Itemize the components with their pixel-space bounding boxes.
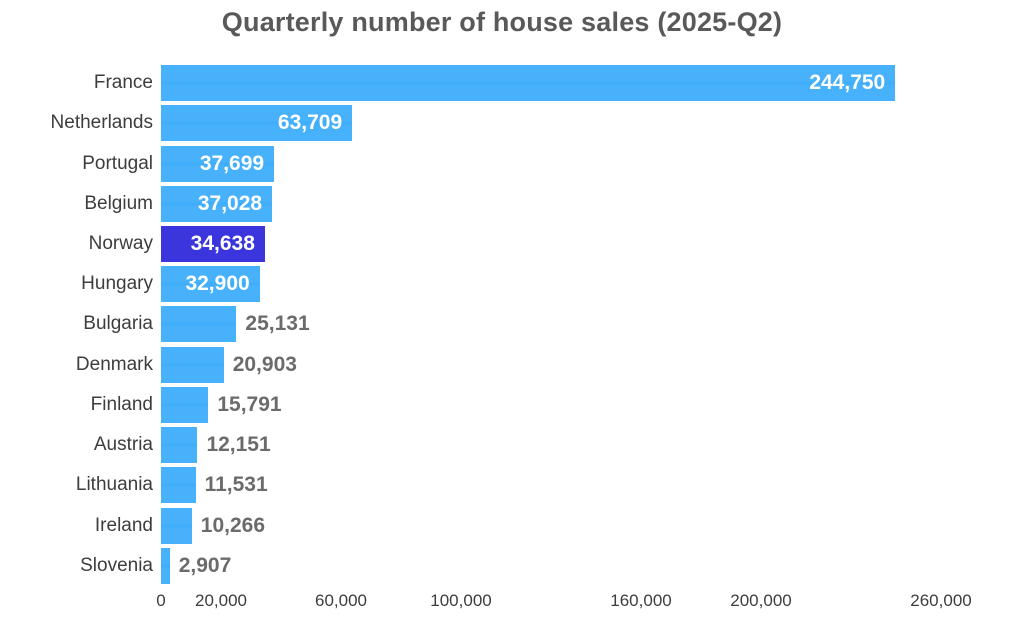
bar bbox=[161, 507, 192, 544]
category-label: Ireland bbox=[94, 514, 153, 536]
category-label: Lithuania bbox=[75, 474, 153, 496]
bar-row: Hungary 32,900 bbox=[0, 264, 1001, 304]
bar-row: Portugal 37,699 bbox=[0, 143, 1001, 183]
bar-track: 34,638 bbox=[161, 225, 1001, 262]
bar-track: 32,900 bbox=[161, 266, 1001, 303]
value-label: 12,151 bbox=[206, 433, 271, 457]
value-label: 25,131 bbox=[245, 312, 310, 336]
value-label: 63,709 bbox=[277, 111, 343, 135]
category-label: France bbox=[93, 72, 153, 94]
bar-row: Belgium 37,028 bbox=[0, 184, 1001, 224]
bar-row: Ireland 10,266 bbox=[0, 505, 1001, 545]
x-axis-tick-label: 60,000 bbox=[315, 591, 367, 610]
category-label: Norway bbox=[88, 232, 153, 254]
x-axis-tick-label: 20,000 bbox=[195, 591, 247, 610]
value-label: 15,791 bbox=[217, 392, 282, 416]
x-axis-tick-label: 200,000 bbox=[730, 591, 792, 610]
bar-highlight: 34,638 bbox=[161, 225, 265, 262]
bar-track: 20,903 bbox=[161, 346, 1001, 383]
bar bbox=[161, 386, 209, 423]
bar-track: 11,531 bbox=[161, 467, 1001, 504]
bar-track: 12,151 bbox=[161, 427, 1001, 464]
bar-row: Austria 12,151 bbox=[0, 425, 1001, 465]
bar-row: Bulgaria 25,131 bbox=[0, 304, 1001, 344]
x-axis-tick-label: 160,000 bbox=[610, 591, 672, 610]
bar-track: 37,699 bbox=[161, 145, 1001, 182]
bar-row: Lithuania 11,531 bbox=[0, 465, 1001, 505]
bar-track: 244,750 bbox=[161, 65, 1001, 102]
bar-row: Slovenia 2,907 bbox=[0, 546, 1001, 586]
bar bbox=[161, 346, 224, 383]
bar-track: 25,131 bbox=[161, 306, 1001, 343]
value-label: 20,903 bbox=[232, 352, 297, 376]
category-label: Bulgaria bbox=[83, 313, 153, 335]
category-label: Austria bbox=[93, 434, 153, 456]
x-axis-tick-label: 100,000 bbox=[430, 591, 492, 610]
bar: 32,900 bbox=[161, 266, 260, 303]
bar: 37,028 bbox=[161, 185, 273, 222]
bar-track: 15,791 bbox=[161, 386, 1001, 423]
x-axis-tick-label: 0 bbox=[156, 591, 166, 610]
bar: 37,699 bbox=[161, 145, 275, 182]
bar bbox=[161, 306, 237, 343]
category-label: Portugal bbox=[82, 152, 153, 174]
category-label: Denmark bbox=[75, 353, 153, 375]
chart-title: Quarterly number of house sales (2025-Q2… bbox=[221, 7, 783, 37]
value-label: 37,028 bbox=[197, 191, 263, 215]
value-label: 32,900 bbox=[185, 272, 250, 296]
bar-row: Netherlands 63,709 bbox=[0, 103, 1001, 143]
x-axis: 0 20,000 60,000 100,000 160,000 200,000 260,00… bbox=[156, 591, 1001, 619]
bar: 244,750 bbox=[161, 65, 896, 102]
bar-row: Norway 34,638 bbox=[0, 224, 1001, 264]
bar-row: Finland 15,791 bbox=[0, 385, 1001, 425]
bar-track: 37,028 bbox=[161, 185, 1001, 222]
bar: 63,709 bbox=[161, 105, 353, 142]
value-label: 34,638 bbox=[190, 231, 255, 255]
bar bbox=[161, 547, 170, 584]
value-label: 10,266 bbox=[200, 513, 266, 537]
x-axis-tick-label: 260,000 bbox=[910, 591, 972, 610]
bar bbox=[161, 467, 196, 504]
category-label: Netherlands bbox=[50, 112, 153, 134]
category-label: Hungary bbox=[81, 273, 153, 295]
category-label: Belgium bbox=[84, 192, 153, 214]
category-label: Slovenia bbox=[80, 554, 153, 576]
bar-row: Denmark 20,903 bbox=[0, 345, 1001, 385]
value-label: 11,531 bbox=[204, 473, 268, 497]
value-label: 2,907 bbox=[178, 553, 232, 577]
category-label: Finland bbox=[90, 393, 153, 415]
value-label: 37,699 bbox=[199, 151, 265, 175]
bar-track: 2,907 bbox=[161, 547, 1001, 584]
bar bbox=[161, 427, 198, 464]
bar-track: 63,709 bbox=[161, 105, 1001, 142]
bar-row: France 244,750 bbox=[0, 63, 1001, 103]
bar-rows: France 244,750 Netherlands 63,709 Portugal 37… bbox=[0, 63, 1001, 586]
bar-track: 10,266 bbox=[161, 507, 1001, 544]
value-label: 244,750 bbox=[809, 71, 886, 95]
